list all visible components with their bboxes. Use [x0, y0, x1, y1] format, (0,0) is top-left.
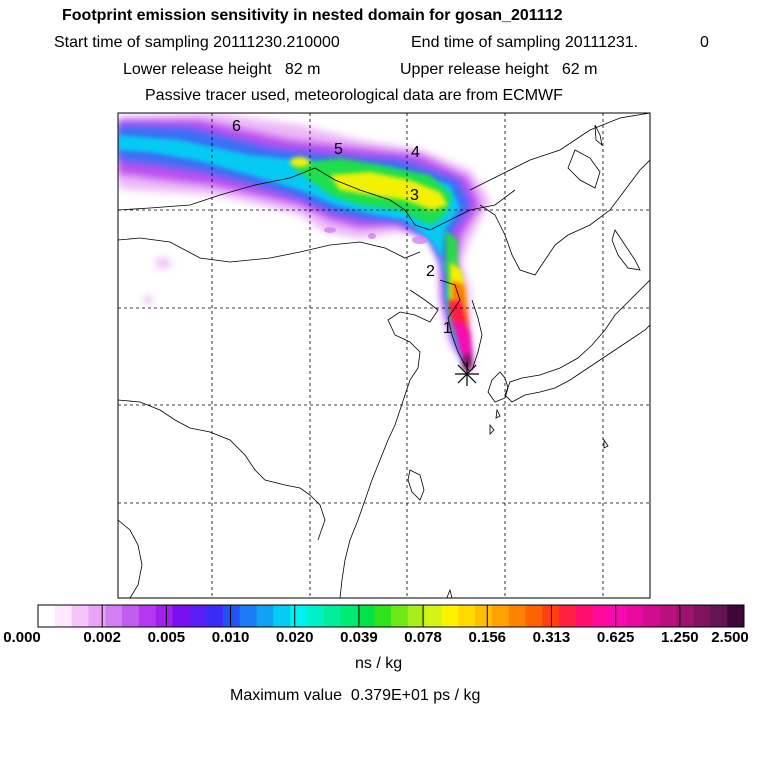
colorbar-swatch [155, 605, 173, 627]
colorbar-swatch [138, 605, 157, 627]
colorbar-swatch [592, 605, 611, 627]
colorbar-tick-label: 0.313 [532, 629, 571, 646]
colorbar-swatch [508, 605, 526, 627]
upper-release-height: Upper release height 62 m [400, 61, 598, 78]
track-label-4: 4 [411, 144, 420, 161]
colorbar-tick-label: 0.156 [468, 629, 507, 646]
grid-lines [118, 113, 650, 598]
track-label-3: 3 [410, 187, 419, 204]
colorbar [37, 604, 745, 628]
colorbar-tick-label: 0.078 [404, 629, 442, 646]
colorbar-swatch [340, 605, 358, 627]
colorbar-swatch [710, 605, 728, 627]
coastlines [118, 113, 650, 598]
colorbar-swatch [122, 605, 140, 627]
colorbar-swatch [693, 605, 711, 627]
colorbar-swatch [189, 605, 207, 627]
lower-release-height: Lower release height 82 m [123, 61, 321, 78]
colorbar-swatch [491, 605, 510, 627]
map-frame [117, 112, 651, 599]
colorbar-tick-label: 0.039 [340, 629, 378, 646]
colorbar-swatch [71, 605, 89, 627]
plume-layer [118, 113, 490, 372]
colorbar-swatch [88, 605, 106, 627]
colorbar-swatch [407, 605, 426, 627]
colorbar-swatch [273, 605, 291, 627]
star-icon [455, 362, 479, 386]
colorbar-swatch [659, 605, 678, 627]
colorbar-swatch [306, 605, 325, 627]
colorbar-swatch [525, 605, 543, 627]
colorbar-swatch [54, 605, 73, 627]
track-label-6: 6 [232, 118, 241, 135]
colorbar-swatch [727, 605, 745, 627]
colorbar-swatch [357, 605, 375, 627]
colorbar-tick-label: 0.002 [83, 629, 121, 646]
colorbar-swatch [105, 605, 123, 627]
colorbar-tick-label: 1.250 [661, 629, 699, 646]
plot-title: Footprint emission sensitivity in nested… [62, 7, 563, 24]
tracer-note: Passive tracer used, meteorological data… [145, 87, 563, 104]
colorbar-swatch [38, 605, 56, 627]
track-label-2: 2 [426, 263, 435, 280]
colorbar-swatch [256, 605, 274, 627]
colorbar-tick-label: 0.625 [596, 629, 635, 646]
colorbar-swatch [374, 605, 392, 627]
colorbar-swatch [424, 605, 442, 627]
colorbar-tick-label: 0.020 [275, 629, 314, 646]
end-time-suffix: 0 [700, 34, 709, 51]
colorbar-tick-label: 0.000 [3, 629, 41, 646]
colorbar-swatch [643, 605, 661, 627]
maximum-value-label: Maximum value 0.379E+01 ps / kg [230, 687, 481, 704]
colorbar-tick-label: 0.010 [211, 629, 250, 646]
start-time-label: Start time of sampling 20111230.210000 [54, 34, 340, 51]
colorbar-swatch [559, 605, 577, 627]
plume-speckles [324, 227, 428, 244]
colorbar-units: ns / kg [355, 655, 403, 672]
colorbar-tick-label: 0.005 [147, 629, 186, 646]
end-time-label: End time of sampling 20111231. [411, 34, 639, 51]
track-label-1: 1 [443, 320, 452, 337]
colorbar-swatch [206, 605, 224, 627]
colorbar-swatch [172, 605, 190, 627]
track-labels: 1 2 3 4 5 6 [232, 118, 452, 337]
track-label-5: 5 [334, 141, 343, 158]
colorbar-swatch [458, 605, 476, 627]
colorbar-swatch [239, 605, 258, 627]
colorbar-swatch [575, 605, 594, 627]
colorbar-tick-label: 2.500 [711, 629, 749, 646]
colorbar-swatch [222, 605, 241, 627]
colorbar-swatch [290, 605, 308, 627]
colorbar-swatch [626, 605, 644, 627]
colorbar-swatch [441, 605, 459, 627]
colorbar-swatch [475, 605, 493, 627]
colorbar-swatch [391, 605, 409, 627]
colorbar-swatch [542, 605, 560, 627]
colorbar-swatch [323, 605, 342, 627]
colorbar-swatch [609, 605, 627, 627]
colorbar-swatch [676, 605, 695, 627]
